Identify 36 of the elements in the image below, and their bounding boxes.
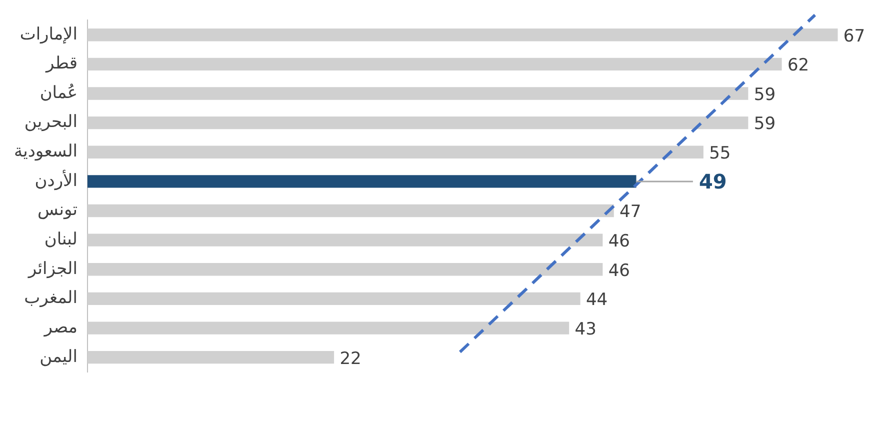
bar (87, 58, 782, 71)
y-tick-label: الجزائر (27, 258, 78, 279)
bar (87, 263, 603, 276)
bar (87, 204, 614, 218)
y-tick-label: اليمن (40, 346, 78, 367)
data-label: 46 (608, 260, 630, 281)
data-label: 49 (698, 170, 727, 194)
y-tick-label: الأردن (34, 168, 78, 191)
data-label: 47 (620, 202, 642, 222)
y-tick-label: المغرب (24, 288, 78, 308)
y-tick-label: لبنان (44, 229, 78, 250)
data-label: 67 (843, 26, 866, 46)
y-tick-label: السعودية (14, 142, 78, 162)
bar (87, 87, 748, 100)
bar (87, 322, 570, 334)
bar (87, 116, 748, 130)
data-label: 22 (340, 348, 362, 369)
data-label: 59 (754, 84, 776, 105)
data-label: 44 (586, 290, 608, 310)
bar (87, 351, 334, 364)
y-tick-label: البحرين (24, 112, 78, 132)
y-tick-label: قطر (45, 54, 78, 74)
y-tick-label: تونس (38, 200, 78, 220)
y-tick-label: مصر (43, 317, 78, 338)
data-label: 62 (787, 56, 810, 76)
data-label: 43 (574, 319, 596, 340)
bar (87, 234, 603, 246)
bar (87, 292, 580, 306)
data-label: 59 (754, 114, 776, 134)
data-label: 46 (608, 231, 630, 252)
y-tick-label: عُمان (40, 82, 78, 103)
bar (87, 175, 636, 188)
bar (87, 28, 838, 42)
data-label: 55 (709, 144, 731, 164)
y-tick-label: الإمارات (20, 24, 78, 44)
bar (87, 146, 704, 158)
